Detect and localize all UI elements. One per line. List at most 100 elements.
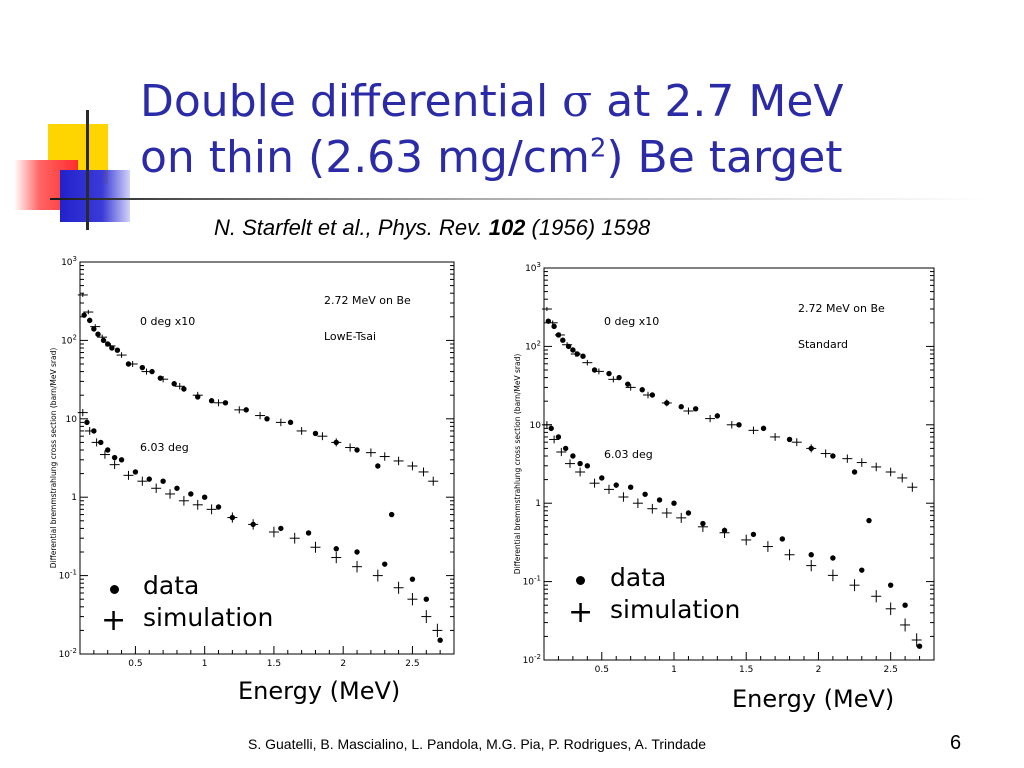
data-point [388,511,395,518]
data-point [354,447,360,453]
legend-left-simulation-label: simulation [143,603,274,632]
decoration-blue-square [60,170,130,222]
chart-annotation: 6.03 deg [140,441,189,454]
page-number: 6 [950,732,962,754]
simulation-point [352,560,363,573]
data-point [105,341,111,347]
data-point [139,364,146,371]
simulation-point [268,526,279,538]
simulation-point [331,551,342,564]
data-point [736,422,742,428]
chart-right-svg: 10-2 10-1 1 10 102 103 0.5 1 1.5 2 2.5 Differential… [513,262,935,675]
x-tick-label: 2.5 [884,665,898,675]
simulation-point [562,342,573,348]
data-point [149,368,155,375]
simulation-point [697,521,708,532]
chart-left: 10-2 10-1 1 10 102 103 0.5 1 1.5 2 2.5 Differential… [36,256,460,676]
data-point [859,567,865,573]
sigma-symbol: σ [562,76,593,127]
simulation-point [842,454,853,463]
data-point [548,425,554,432]
y-tick-label: 10-2 [59,647,77,660]
simulation-point [255,411,266,420]
title-text-1a: Double differential [140,76,563,127]
data-point [786,436,793,443]
plot-frame [79,261,455,655]
simulation-point [625,384,636,391]
data-point [118,457,125,463]
data-point [570,453,576,459]
legend-right-simulation-label: simulation [610,595,741,624]
y-tick-label: 10-2 [523,653,541,666]
data-point [830,555,836,561]
data-point [678,404,684,410]
simulation-point [97,334,108,340]
simulation-point [541,306,552,312]
data-point [639,387,645,393]
simulation-point [213,399,224,407]
simulation-point [565,459,575,468]
y-tick-label: 10 [530,421,542,431]
data-point [760,425,767,432]
data-point [354,549,360,555]
simulation-point [91,438,102,447]
data-point [333,546,339,552]
data-point [215,504,222,510]
data-point [866,517,872,524]
data-point [560,337,566,343]
simulation-point [178,495,189,506]
slide-title-line-1: Double differential σ at 2.7 MeV [140,74,844,130]
x-tick-label: 1 [202,659,208,669]
legend-right-data-marker [576,576,585,585]
x-tick-label: 1.5 [739,665,753,675]
data-point [562,445,569,452]
data-point [105,447,111,453]
simulation-point [541,421,552,429]
simulation-point [547,320,558,326]
simulation-point [365,448,376,457]
data-point [111,454,118,461]
legend-right-data-label: data [610,563,667,592]
title-superscript: 2 [589,133,607,164]
data-point [208,398,215,404]
simulation-point [604,484,614,495]
simulation-point [554,332,565,338]
data-point [278,525,284,532]
simulation-point [748,426,759,435]
data-point [779,536,786,542]
data-point [160,478,166,484]
y-tick-label: 102 [61,333,77,346]
simulation-point [234,406,245,414]
simulation-point [907,482,918,492]
simulation-point [911,633,922,647]
data-point [81,312,87,318]
data-point [375,463,381,469]
simulation-point [127,361,138,367]
series-simulation [77,408,443,638]
x-axis-title-right: Energy (MeV) [732,685,895,713]
simulation-point [856,458,867,467]
series-data [84,419,443,643]
simulation-point [575,467,586,477]
simulation-point [570,351,581,357]
simulation-point [105,343,116,349]
simulation-point [770,433,781,441]
data-point [132,469,139,475]
x-tick-label: 2 [340,659,346,669]
simulation-point [582,359,593,366]
x-tick-label: 1.5 [267,659,281,669]
simulation-point [806,559,817,572]
data-point [692,406,699,412]
simulation-point [719,527,730,538]
simulation-point [897,473,908,483]
series-data [548,425,923,649]
simulation-point [227,512,238,523]
data-point [656,497,663,503]
chart-annotation: 0 deg x10 [140,315,195,328]
simulation-point [661,508,672,518]
simulation-point [84,427,95,435]
simulation-point [608,376,619,383]
data-point [714,413,721,419]
data-point [201,494,208,500]
data-point [685,510,692,516]
